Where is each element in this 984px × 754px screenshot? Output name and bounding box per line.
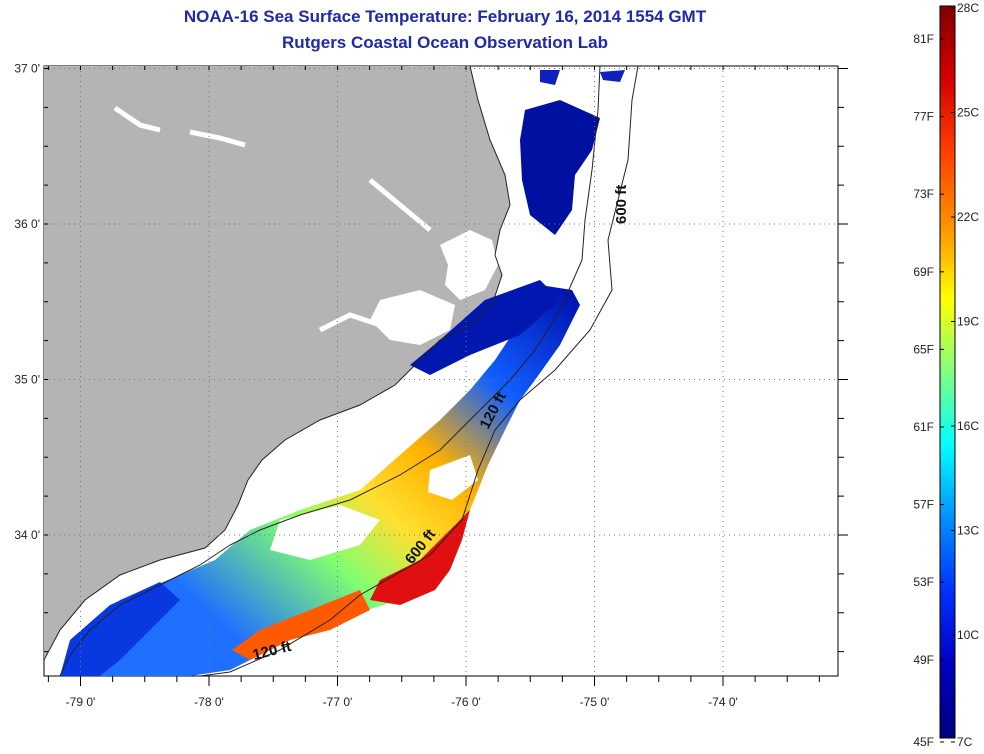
- sst-speckle-north: [540, 70, 625, 85]
- sst-deep-blue-sw: [60, 582, 180, 676]
- lat-label: 34 0': [14, 528, 40, 542]
- sound-water: [440, 230, 498, 300]
- chart-subtitle: Rutgers Coastal Ocean Observation Lab: [282, 33, 608, 52]
- colorbar-c-label: 28C: [957, 1, 979, 15]
- isobath-600ft: [199, 66, 639, 676]
- isobath-label: 600 ft: [613, 185, 630, 224]
- colorbar-celsius-labels: 28C 25C 22C 19C 16C 13C 10C 7C: [957, 1, 979, 749]
- colorbar-c-label: 22C: [957, 210, 979, 224]
- colorbar-c-label: 7C: [957, 735, 973, 749]
- colorbar-c-label: 10C: [957, 628, 979, 642]
- colorbar-f-label: 77F: [913, 110, 934, 124]
- colorbar-f-label: 61F: [913, 420, 934, 434]
- coastline: [44, 66, 511, 661]
- lon-label: -78 0': [194, 695, 224, 709]
- cloud-gap-1: [270, 505, 380, 560]
- lon-label: -75 0': [580, 695, 610, 709]
- lat-label: 35 0': [14, 373, 40, 387]
- colorbar-c-label: 13C: [957, 524, 979, 538]
- colorbar-f-label: 53F: [913, 575, 934, 589]
- colorbar-f-label: 81F: [913, 32, 934, 46]
- colorbar-c-label: 16C: [957, 419, 979, 433]
- chart-title: NOAA-16 Sea Surface Temperature: Februar…: [183, 7, 707, 26]
- axis-ticks: [44, 66, 848, 686]
- graticule: [44, 66, 838, 676]
- sst-deep-blue-north: [410, 280, 560, 375]
- colorbar-ticks: [940, 7, 955, 743]
- colorbar-fahrenheit-labels: 81F 77F 73F 69F 65F 61F 57F 53F 49F 45F: [913, 32, 934, 749]
- colorbar-f-label: 69F: [913, 265, 934, 279]
- isobath-120ft: [59, 66, 601, 676]
- sst-warm-edge: [370, 510, 470, 605]
- latitude-labels: 37 0' 36 0' 35 0' 34 0': [14, 62, 40, 543]
- river-water: [113, 105, 432, 333]
- lat-label: 36 0': [14, 217, 40, 231]
- colorbar-c-label: 25C: [957, 106, 979, 120]
- longitude-labels: -79 0' -78 0' -77 0' -76 0' -75 0' -74 0': [66, 695, 738, 709]
- lon-label: -77 0': [323, 695, 353, 709]
- lat-label: 37 0': [14, 62, 40, 76]
- colorbar: [939, 5, 956, 739]
- colorbar-f-label: 49F: [913, 653, 934, 667]
- lon-label: -79 0': [66, 695, 96, 709]
- lon-label: -76 0': [451, 695, 481, 709]
- cloud-gap-2: [395, 380, 450, 420]
- colorbar-c-label: 19C: [957, 315, 979, 329]
- lon-label: -74 0': [708, 695, 738, 709]
- colorbar-f-label: 65F: [913, 342, 934, 356]
- colorbar-f-label: 57F: [913, 498, 934, 512]
- colorbar-f-label: 73F: [913, 187, 934, 201]
- sst-cold-patch-north: [520, 100, 600, 235]
- land-mass: [44, 66, 510, 660]
- sst-warm-south: [232, 590, 370, 660]
- sst-coastal-band: [60, 285, 580, 676]
- colorbar-f-label: 45F: [913, 735, 934, 749]
